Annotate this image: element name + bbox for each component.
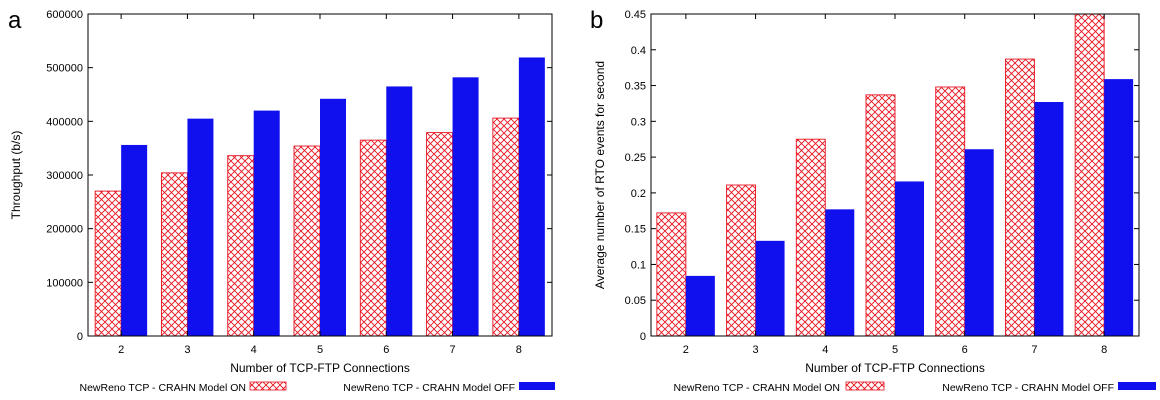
chart-b-legend-off-swatch xyxy=(1118,382,1156,390)
x-tick-label: 2 xyxy=(118,344,124,356)
bar-on-8 xyxy=(492,117,520,337)
chart-a-legend: NewReno TCP - CRAHN Model ON NewReno TCP… xyxy=(80,381,555,394)
bar-on-2 xyxy=(656,212,687,337)
bar-off-6 xyxy=(386,86,413,336)
chart-b-bars xyxy=(656,13,1134,337)
bar-on-7 xyxy=(1004,58,1035,337)
y-tick-label: 0.45 xyxy=(625,9,646,21)
bar-off-6 xyxy=(964,149,994,336)
chart-a-legend-off-label: NewReno TCP - CRAHN Model OFF xyxy=(343,382,515,394)
y-tick-label: 0.35 xyxy=(625,81,646,93)
x-tick-label: 3 xyxy=(753,344,759,356)
y-tick-label: 0.15 xyxy=(625,224,646,236)
chart-a-ylabel: Throughput (b/s) xyxy=(9,131,23,220)
chart-a-legend-on-label: NewReno TCP - CRAHN Model ON xyxy=(80,382,247,394)
x-tick-label: 7 xyxy=(450,344,456,356)
panel-label-a: a xyxy=(8,7,22,34)
bar-on-3 xyxy=(160,172,188,337)
bar-on-5 xyxy=(865,94,896,337)
bar-off-4 xyxy=(825,209,855,336)
chart-a-bars xyxy=(94,57,545,337)
chart-a: a 0 100000 200000 300000 400000 500000 600000 2… xyxy=(8,7,555,394)
y-tick-label: 0 xyxy=(640,331,646,343)
y-tick-label: 0.25 xyxy=(625,152,646,164)
chart-a-legend-on-swatch xyxy=(249,381,287,391)
chart-b-ylabel: Average number of RTO events for second xyxy=(593,61,607,289)
chart-a-ticks: 0 100000 200000 300000 400000 500000 600000 2 3 4… xyxy=(46,9,552,356)
y-tick-label: 400000 xyxy=(46,116,83,128)
chart-b-legend-on-label: NewReno TCP - CRAHN Model ON xyxy=(674,382,841,394)
chart-b-legend-off-label: NewReno TCP - CRAHN Model OFF xyxy=(942,382,1114,394)
bar-on-6 xyxy=(935,86,966,337)
chart-b-legend: NewReno TCP - CRAHN Model ON NewReno TCP… xyxy=(674,381,1156,394)
bar-on-5 xyxy=(293,145,321,337)
y-tick-label: 0.3 xyxy=(631,116,646,128)
x-tick-label: 4 xyxy=(251,344,257,356)
y-tick-label: 600000 xyxy=(46,9,83,21)
bar-off-5 xyxy=(895,181,924,336)
bar-on-7 xyxy=(426,132,454,337)
bar-on-6 xyxy=(359,139,387,337)
x-tick-label: 5 xyxy=(892,344,898,356)
bar-on-4 xyxy=(227,155,255,337)
bar-off-3 xyxy=(755,240,785,336)
y-tick-label: 0.1 xyxy=(631,259,646,271)
bar-off-2 xyxy=(685,275,715,336)
bar-off-4 xyxy=(253,110,280,336)
x-tick-label: 8 xyxy=(516,344,522,356)
chart-b: b 0 0.05 0.1 0.15 0.2 0.25 0.3 0.35 0.4 0.45 2 3 4 5 6… xyxy=(590,7,1156,394)
x-tick-label: 4 xyxy=(822,344,828,356)
x-tick-label: 5 xyxy=(317,344,323,356)
x-tick-label: 7 xyxy=(1031,344,1037,356)
bar-off-8 xyxy=(1104,79,1134,337)
bar-on-2 xyxy=(94,190,122,337)
bar-on-4 xyxy=(795,138,826,337)
x-tick-label: 8 xyxy=(1101,344,1107,356)
y-tick-label: 200000 xyxy=(46,224,83,236)
y-tick-label: 300000 xyxy=(46,170,83,182)
chart-b-xlabel: Number of TCP-FTP Connections xyxy=(805,361,985,375)
panel-label-b: b xyxy=(590,7,603,34)
bar-off-7 xyxy=(452,77,479,337)
chart-a-xlabel: Number of TCP-FTP Connections xyxy=(230,361,410,375)
chart-b-legend-on-swatch xyxy=(845,381,885,391)
bar-off-2 xyxy=(121,144,148,336)
y-tick-label: 0 xyxy=(77,331,83,343)
x-tick-label: 6 xyxy=(383,344,389,356)
x-tick-label: 6 xyxy=(962,344,968,356)
bar-on-3 xyxy=(726,184,757,337)
bar-off-7 xyxy=(1034,102,1064,336)
y-tick-label: 100000 xyxy=(46,277,83,289)
chart-b-ticks: 0 0.05 0.1 0.15 0.2 0.25 0.3 0.35 0.4 0.45 2 3 4 5 6 7 8 xyxy=(625,9,1139,356)
y-tick-label: 0.2 xyxy=(631,188,646,200)
y-tick-label: 0.4 xyxy=(631,45,646,57)
x-tick-label: 3 xyxy=(184,344,190,356)
bar-off-3 xyxy=(187,118,214,337)
bar-off-5 xyxy=(320,98,346,336)
chart-a-legend-off-swatch xyxy=(519,382,555,390)
y-tick-label: 500000 xyxy=(46,63,83,75)
bar-off-8 xyxy=(518,57,545,336)
y-tick-label: 0.05 xyxy=(625,295,646,307)
bar-on-8 xyxy=(1074,13,1105,337)
x-tick-label: 2 xyxy=(683,344,689,356)
